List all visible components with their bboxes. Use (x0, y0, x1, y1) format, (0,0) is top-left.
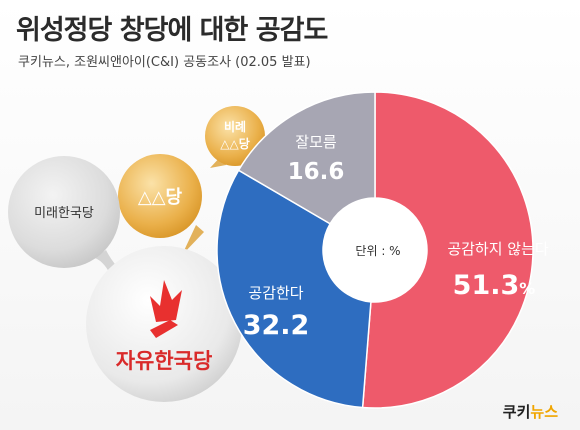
bubble-connector (182, 225, 204, 255)
page-subtitle: 쿠키뉴스, 조원씨앤아이(C&I) 공동조사 (02.05 발표) (18, 55, 311, 70)
page-title: 위성정당 창당에 대한 공감도 (16, 15, 328, 46)
slice-value: 51.3% (453, 270, 536, 301)
gold-small-bubble: 비례 △△당 (205, 106, 265, 166)
main-party-label: 자유한국당 (116, 349, 213, 373)
torch-logo-icon (150, 280, 182, 338)
secondary-party-bubble: 미래한국당 (8, 156, 120, 268)
donut-slices (216, 91, 534, 409)
brand-logo: 쿠키뉴스 (502, 403, 558, 421)
donut-hole (323, 198, 427, 302)
gold-large-label: △△당 (138, 187, 183, 208)
slice-label: 잘모름 (295, 133, 337, 151)
unit-label: 단위 : % (355, 244, 400, 258)
slice-value: 16.6 (288, 159, 345, 185)
secondary-party-label: 미래한국당 (34, 206, 94, 221)
slice-label: 공감하지 않는다 (447, 240, 549, 258)
gold-small-line2: △△당 (220, 136, 250, 151)
slice-label-unknown: 잘모름 16.6 (288, 133, 345, 185)
slice-value: 32.2 (243, 310, 310, 341)
gold-small-line1: 비례 (224, 119, 246, 134)
gold-large-bubble: △△당 (118, 154, 202, 238)
slice-label-disagree: 공감하지 않는다 51.3% (447, 240, 549, 301)
slice-label: 공감한다 (248, 284, 303, 302)
slice-label-agree: 공감한다 32.2 (243, 284, 310, 341)
main-party-bubble: 자유한국당 (86, 246, 242, 402)
